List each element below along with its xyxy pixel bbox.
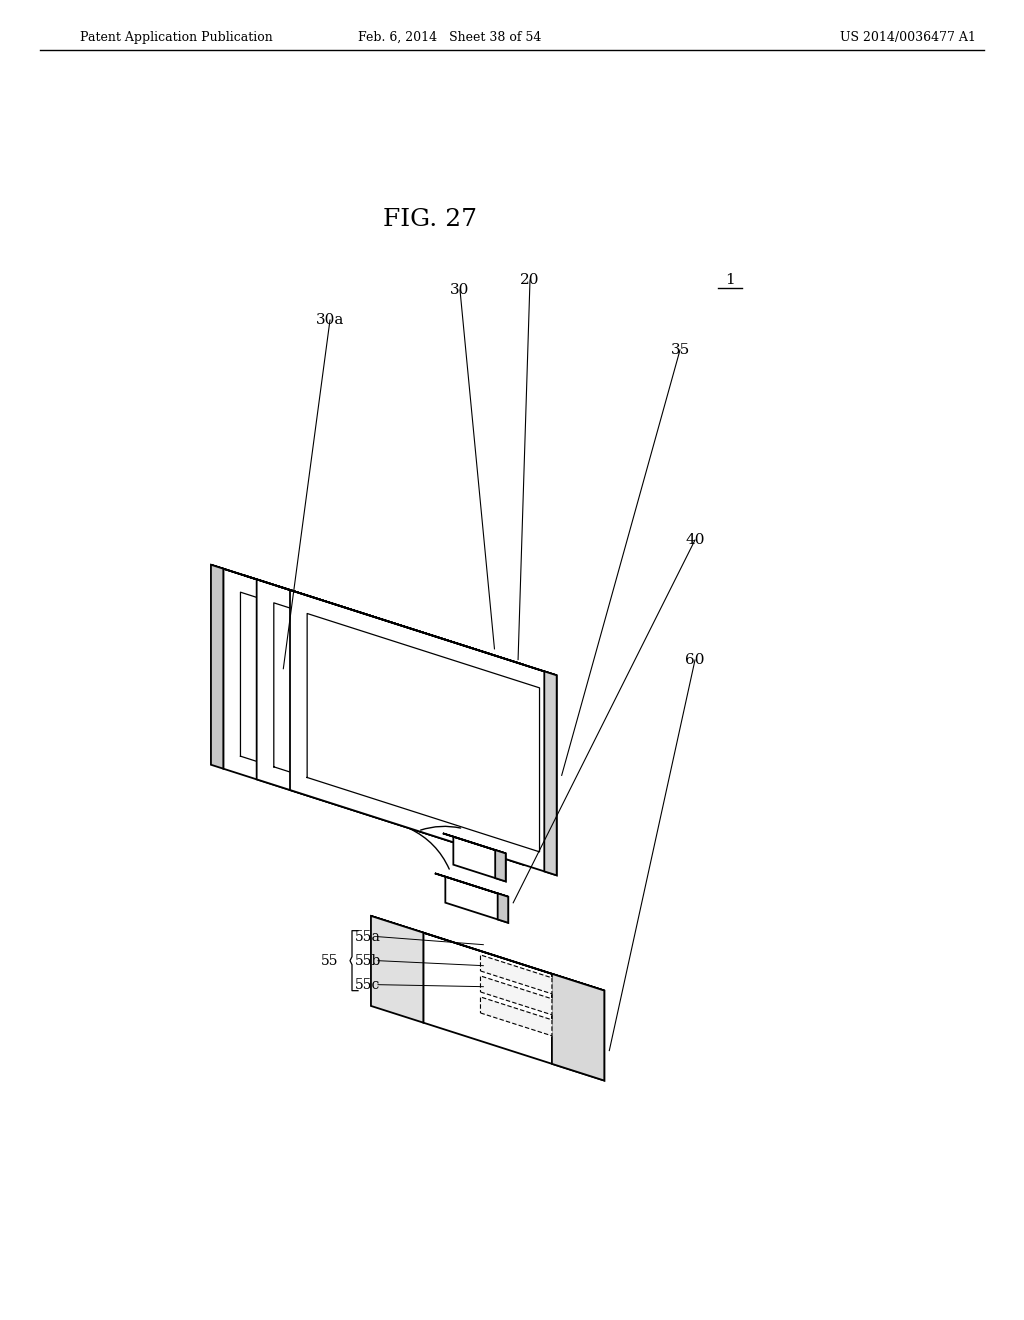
Polygon shape (545, 672, 557, 875)
Polygon shape (211, 565, 489, 653)
Polygon shape (496, 850, 506, 882)
Polygon shape (211, 565, 223, 768)
Polygon shape (290, 590, 557, 875)
Text: 20: 20 (520, 273, 540, 286)
Polygon shape (480, 954, 552, 994)
Text: 40: 40 (685, 533, 705, 546)
Polygon shape (454, 837, 506, 882)
Polygon shape (223, 569, 489, 854)
Polygon shape (245, 576, 523, 664)
Polygon shape (371, 916, 604, 990)
Polygon shape (480, 997, 552, 1036)
Text: US 2014/0036477 A1: US 2014/0036477 A1 (840, 30, 976, 44)
Polygon shape (257, 579, 523, 865)
Text: 30a: 30a (315, 313, 344, 327)
Polygon shape (552, 974, 604, 1081)
Polygon shape (371, 916, 423, 1023)
Text: 55a: 55a (355, 929, 381, 944)
Text: 55: 55 (321, 953, 338, 968)
Text: 55b: 55b (355, 953, 381, 968)
Text: 35: 35 (671, 343, 689, 356)
Polygon shape (435, 874, 508, 896)
Text: 55c: 55c (355, 978, 380, 991)
Polygon shape (278, 586, 557, 676)
Polygon shape (498, 894, 508, 923)
Text: 1: 1 (725, 273, 735, 286)
Polygon shape (477, 649, 489, 854)
Polygon shape (442, 833, 506, 854)
Text: 60: 60 (685, 653, 705, 667)
Text: Feb. 6, 2014   Sheet 38 of 54: Feb. 6, 2014 Sheet 38 of 54 (358, 30, 542, 44)
Polygon shape (480, 975, 552, 1015)
Text: Patent Application Publication: Patent Application Publication (80, 30, 272, 44)
Polygon shape (423, 933, 604, 1081)
Text: 30: 30 (451, 282, 470, 297)
Text: FIG. 27: FIG. 27 (383, 209, 477, 231)
Polygon shape (445, 876, 508, 923)
Polygon shape (511, 660, 523, 865)
